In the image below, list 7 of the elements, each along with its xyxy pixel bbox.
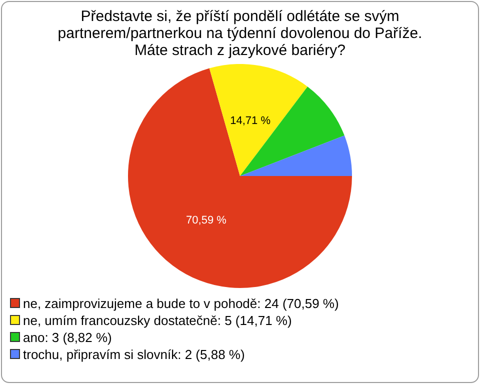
data-label: 14,71 % bbox=[230, 114, 271, 127]
legend-label: trochu, připravím si slovník: 2 (5,88 %) bbox=[23, 347, 245, 362]
legend-label: ano: 3 (8,82 %) bbox=[23, 330, 112, 345]
legend-label: ne, umím francouzsky dostatečně: 5 (14,71 %) bbox=[23, 313, 292, 328]
legend-label: ne, zaimprovizujeme a bude to v pohodě: 24 (70,59 %) bbox=[23, 296, 339, 311]
data-label: 70,59 % bbox=[186, 214, 227, 227]
chart-title: Představte si, že příští pondělí odlétáte se svým partnerem/partnerkou na týdenní dovolenou do Paříže. Máte strach z jazykové bariéry? bbox=[56, 8, 424, 59]
